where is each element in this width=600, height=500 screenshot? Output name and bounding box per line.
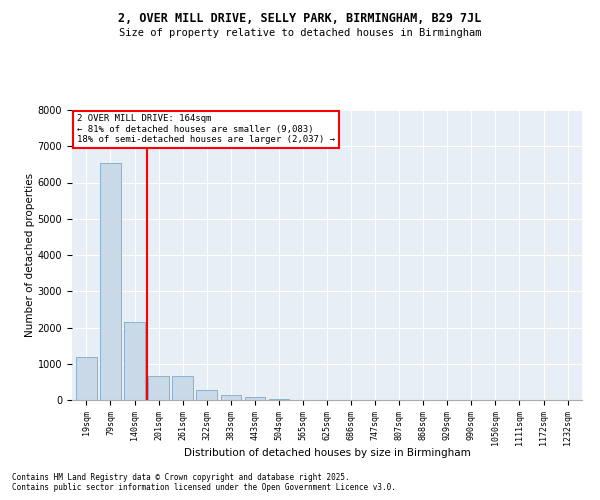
Text: Contains public sector information licensed under the Open Government Licence v3: Contains public sector information licen…	[12, 484, 396, 492]
Bar	[100, 162, 121, 400]
Bar	[269, 399, 289, 400]
Bar	[245, 398, 265, 400]
X-axis label: Distribution of detached houses by size in Birmingham: Distribution of detached houses by size …	[184, 448, 470, 458]
Text: Contains HM Land Registry data © Crown copyright and database right 2025.: Contains HM Land Registry data © Crown c…	[12, 474, 350, 482]
Text: 2, OVER MILL DRIVE, SELLY PARK, BIRMINGHAM, B29 7JL: 2, OVER MILL DRIVE, SELLY PARK, BIRMINGH…	[118, 12, 482, 26]
Bar	[76, 356, 97, 400]
Bar	[172, 376, 193, 400]
Bar	[148, 376, 169, 400]
Bar	[124, 322, 145, 400]
Text: Size of property relative to detached houses in Birmingham: Size of property relative to detached ho…	[119, 28, 481, 38]
Bar	[196, 390, 217, 400]
Bar	[221, 394, 241, 400]
Y-axis label: Number of detached properties: Number of detached properties	[25, 173, 35, 337]
Text: 2 OVER MILL DRIVE: 164sqm
← 81% of detached houses are smaller (9,083)
18% of se: 2 OVER MILL DRIVE: 164sqm ← 81% of detac…	[77, 114, 335, 144]
